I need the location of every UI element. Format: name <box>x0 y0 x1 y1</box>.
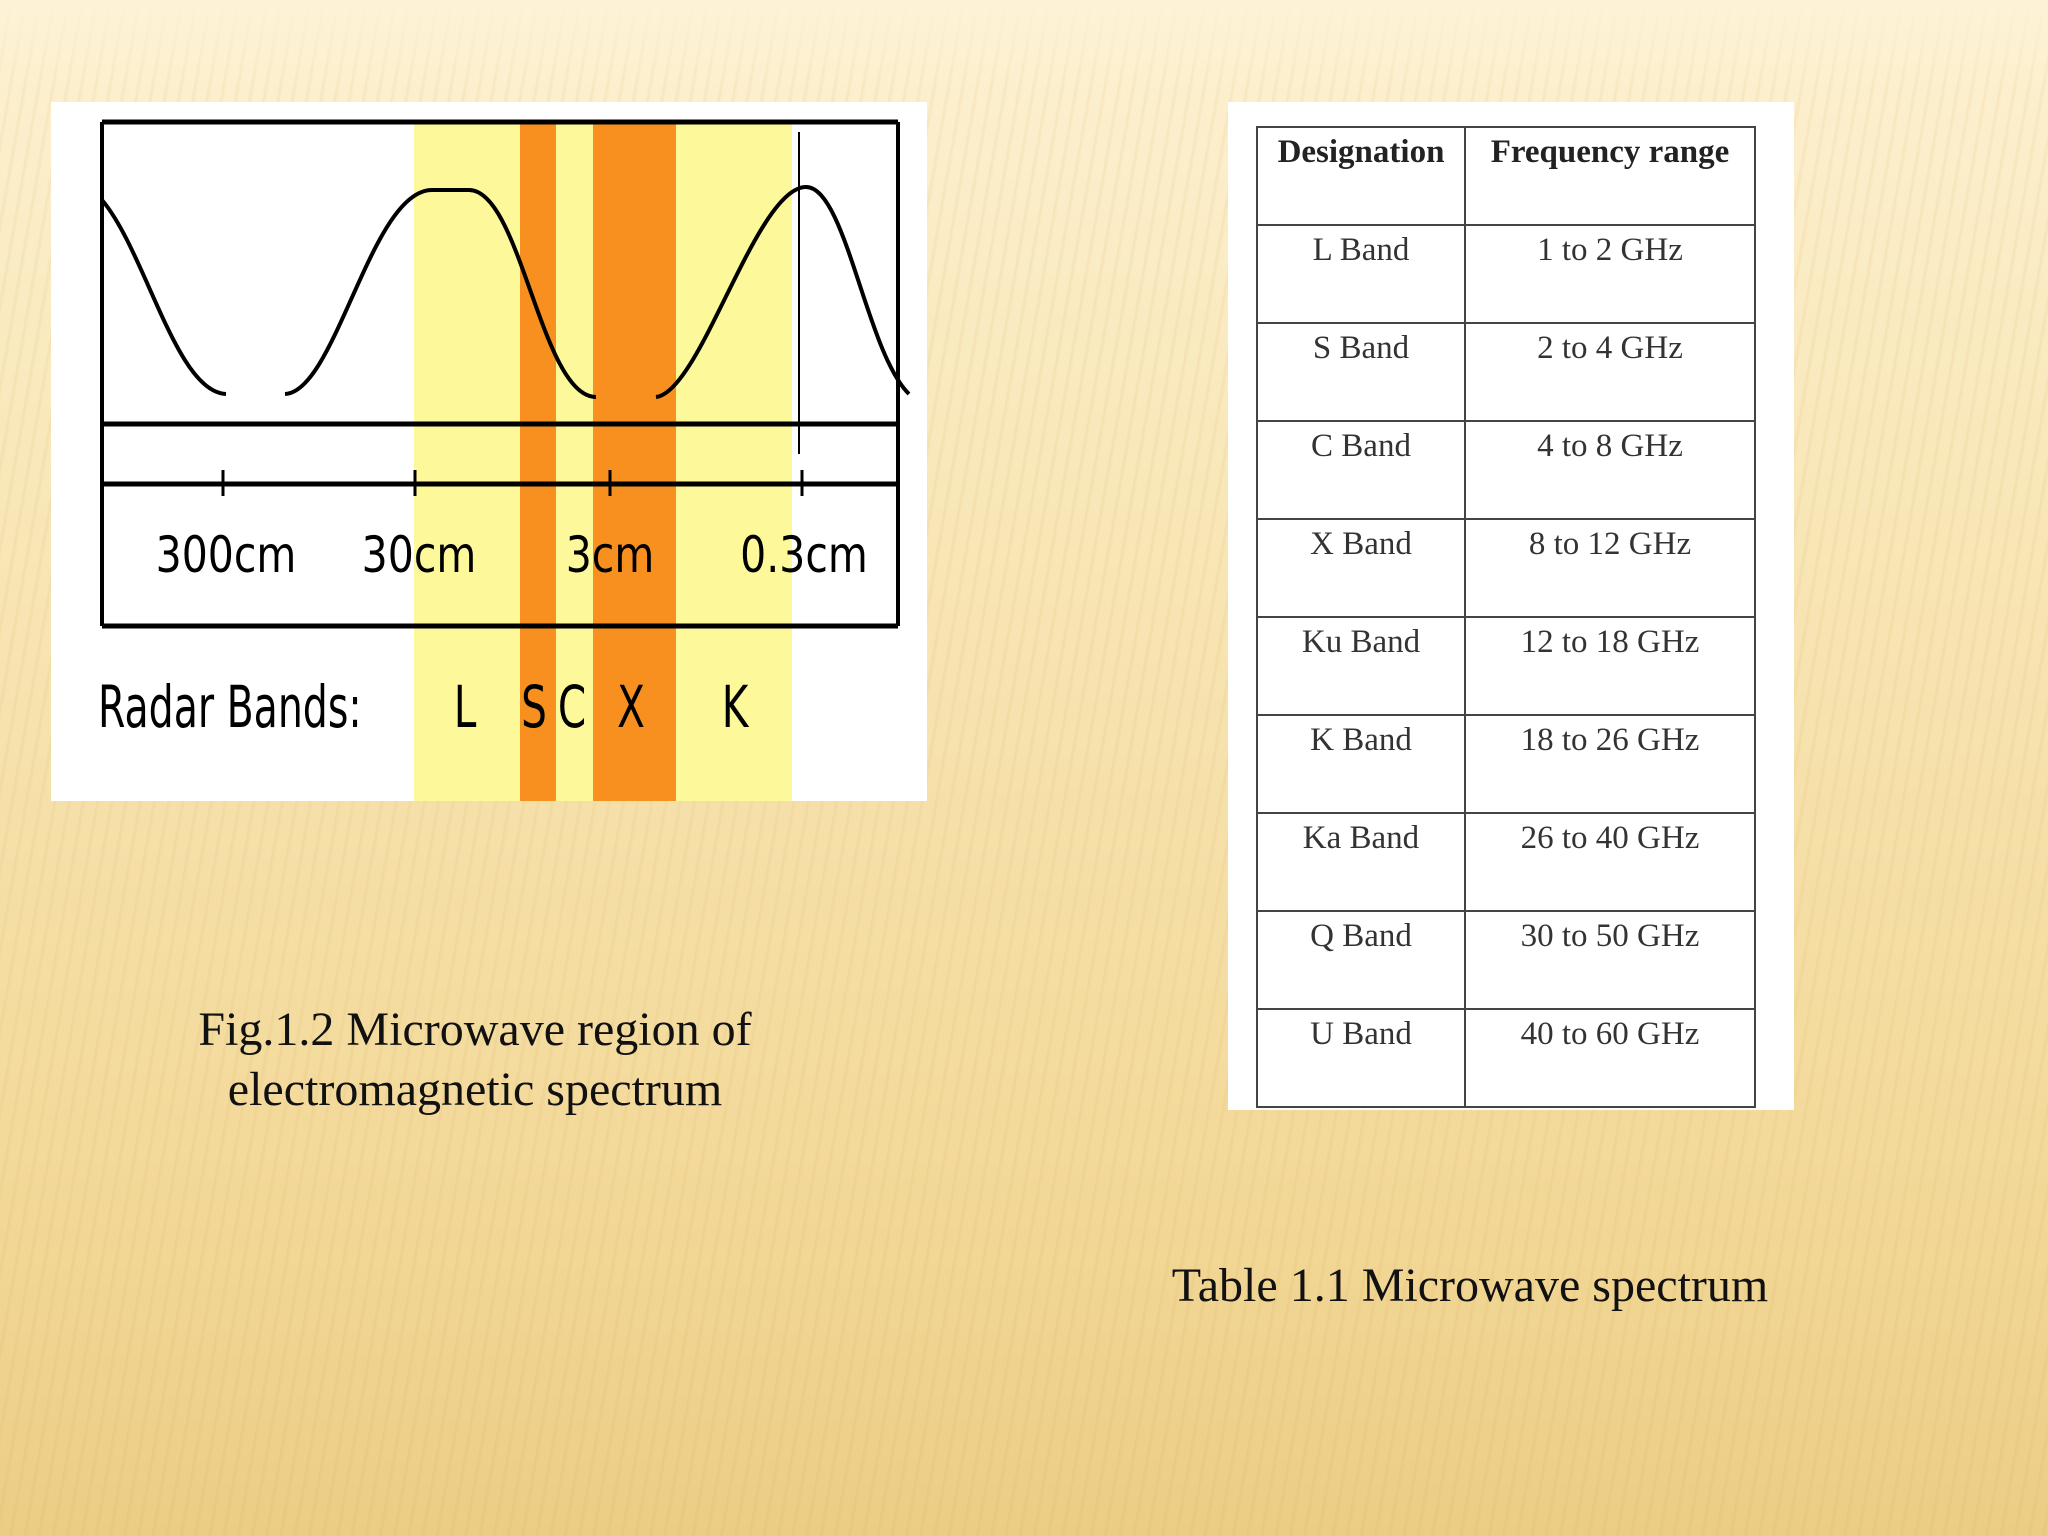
table-row: Q Band 30 to 50 GHz <box>1256 910 1756 1010</box>
band-letter-k: K <box>722 674 750 741</box>
band-shade-k <box>676 122 792 801</box>
cell-frequency: 18 to 26 GHz <box>1464 714 1756 814</box>
cell-designation: Q Band <box>1256 910 1466 1010</box>
band-letter-s: S <box>521 674 547 741</box>
cell-designation: L Band <box>1256 224 1466 324</box>
scale-label-300cm: 300cm <box>156 526 297 584</box>
band-letter-x: X <box>617 674 645 741</box>
cell-designation: X Band <box>1256 518 1466 618</box>
band-letter-l: L <box>454 674 477 741</box>
table-row: Ku Band 12 to 18 GHz <box>1256 616 1756 716</box>
table-caption: Table 1.1 Microwave spectrum <box>1171 1259 1769 1312</box>
cell-frequency: 26 to 40 GHz <box>1464 812 1756 912</box>
table-panel: Designation Frequency range L Band 1 to … <box>1228 102 1794 1110</box>
band-shade-c <box>556 122 593 801</box>
spectrum-figure: 300cm 30cm 3cm 0.3cm Radar Bands: L S C … <box>51 102 927 801</box>
cell-frequency: 12 to 18 GHz <box>1464 616 1756 716</box>
scale-label-30cm: 30cm <box>362 526 477 584</box>
cell-frequency: 2 to 4 GHz <box>1464 322 1756 422</box>
cell-frequency: 40 to 60 GHz <box>1464 1008 1756 1108</box>
cell-designation: U Band <box>1256 1008 1466 1108</box>
cell-designation: S Band <box>1256 322 1466 422</box>
table-row: L Band 1 to 2 GHz <box>1256 224 1756 324</box>
band-shade-l <box>414 122 520 801</box>
spectrum-diagram: 300cm 30cm 3cm 0.3cm Radar Bands: L S C … <box>98 119 911 801</box>
cell-designation: C Band <box>1256 420 1466 520</box>
radar-bands-label: Radar Bands: <box>98 673 362 741</box>
band-shade-x <box>593 122 676 801</box>
figure-caption: Fig.1.2 Microwave region of electromagne… <box>130 1000 820 1120</box>
microwave-band-table: Designation Frequency range L Band 1 to … <box>1256 126 1756 1108</box>
figure-caption-line1: Fig.1.2 Microwave region of <box>198 1003 752 1056</box>
table-row: C Band 4 to 8 GHz <box>1256 420 1756 520</box>
table-row: S Band 2 to 4 GHz <box>1256 322 1756 422</box>
background-glow <box>0 0 2048 90</box>
table-row: Ka Band 26 to 40 GHz <box>1256 812 1756 912</box>
scale-label-0-3cm: 0.3cm <box>740 526 868 584</box>
band-shade-s <box>520 122 556 801</box>
header-designation: Designation <box>1256 126 1466 226</box>
cell-designation: K Band <box>1256 714 1466 814</box>
cell-frequency: 8 to 12 GHz <box>1464 518 1756 618</box>
table-row: U Band 40 to 60 GHz <box>1256 1008 1756 1108</box>
table-row: K Band 18 to 26 GHz <box>1256 714 1756 814</box>
cell-designation: Ka Band <box>1256 812 1466 912</box>
table-header-row: Designation Frequency range <box>1256 126 1756 226</box>
cell-designation: Ku Band <box>1256 616 1466 716</box>
cell-frequency: 1 to 2 GHz <box>1464 224 1756 324</box>
header-frequency-range: Frequency range <box>1464 126 1756 226</box>
wave-curve <box>100 184 911 399</box>
scale-label-3cm: 3cm <box>566 526 655 584</box>
cell-frequency: 4 to 8 GHz <box>1464 420 1756 520</box>
figure-caption-line2: electromagnetic spectrum <box>227 1063 723 1116</box>
band-letter-c: C <box>558 674 586 741</box>
cell-frequency: 30 to 50 GHz <box>1464 910 1756 1010</box>
table-row: X Band 8 to 12 GHz <box>1256 518 1756 618</box>
